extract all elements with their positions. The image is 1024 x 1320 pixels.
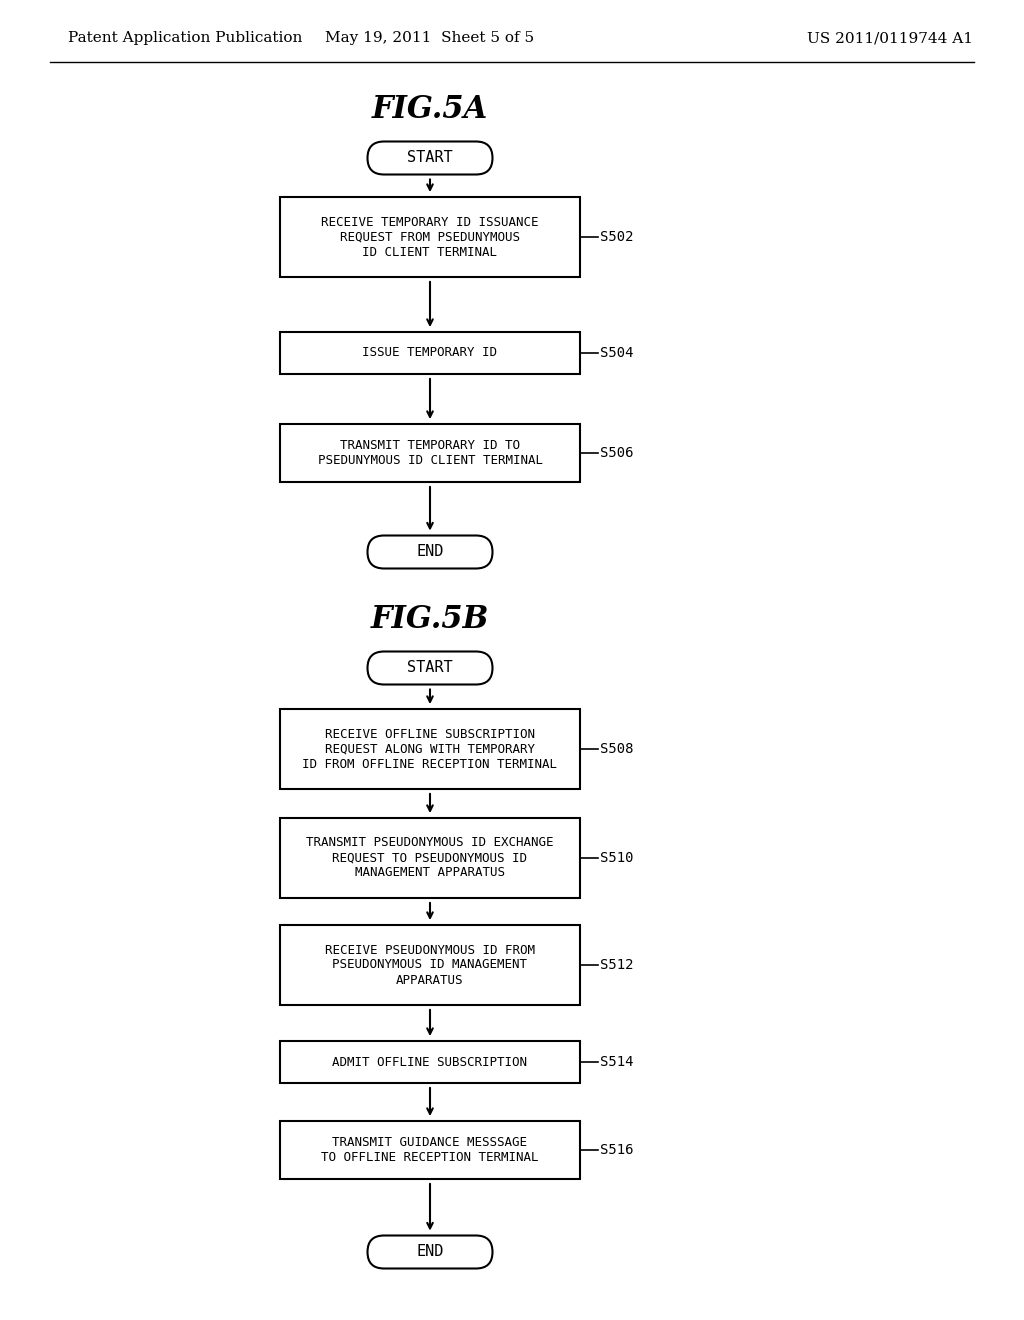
Bar — [280, 333, 580, 374]
Text: S514: S514 — [600, 1055, 634, 1069]
Text: TRANSMIT TEMPORARY ID TO
PSEDUNYMOUS ID CLIENT TERMINAL: TRANSMIT TEMPORARY ID TO PSEDUNYMOUS ID … — [317, 440, 543, 467]
FancyBboxPatch shape — [368, 536, 493, 569]
Text: RECEIVE TEMPORARY ID ISSUANCE
REQUEST FROM PSEDUNYMOUS
ID CLIENT TERMINAL: RECEIVE TEMPORARY ID ISSUANCE REQUEST FR… — [322, 215, 539, 259]
Text: US 2011/0119744 A1: US 2011/0119744 A1 — [807, 30, 973, 45]
Text: S516: S516 — [600, 1143, 634, 1158]
Bar — [280, 1041, 580, 1082]
Text: RECEIVE OFFLINE SUBSCRIPTION
REQUEST ALONG WITH TEMPORARY
ID FROM OFFLINE RECEPT: RECEIVE OFFLINE SUBSCRIPTION REQUEST ALO… — [302, 727, 557, 771]
Text: RECEIVE PSEUDONYMOUS ID FROM
PSEUDONYMOUS ID MANAGEMENT
APPARATUS: RECEIVE PSEUDONYMOUS ID FROM PSEUDONYMOU… — [325, 944, 535, 986]
Text: END: END — [417, 544, 443, 560]
Text: TRANSMIT PSEUDONYMOUS ID EXCHANGE
REQUEST TO PSEUDONYMOUS ID
MANAGEMENT APPARATU: TRANSMIT PSEUDONYMOUS ID EXCHANGE REQUES… — [306, 837, 554, 879]
Text: ISSUE TEMPORARY ID: ISSUE TEMPORARY ID — [362, 346, 498, 359]
Text: S512: S512 — [600, 958, 634, 972]
FancyBboxPatch shape — [368, 652, 493, 685]
Bar — [280, 424, 580, 482]
Text: S510: S510 — [600, 851, 634, 865]
FancyBboxPatch shape — [368, 1236, 493, 1269]
Text: S504: S504 — [600, 346, 634, 360]
Text: END: END — [417, 1245, 443, 1259]
Bar — [280, 709, 580, 789]
Text: ADMIT OFFLINE SUBSCRIPTION: ADMIT OFFLINE SUBSCRIPTION — [333, 1056, 527, 1068]
FancyBboxPatch shape — [368, 141, 493, 174]
Text: S506: S506 — [600, 446, 634, 459]
Text: TRANSMIT GUIDANCE MESSSAGE
TO OFFLINE RECEPTION TERMINAL: TRANSMIT GUIDANCE MESSSAGE TO OFFLINE RE… — [322, 1137, 539, 1164]
Text: S508: S508 — [600, 742, 634, 756]
Text: FIG.5A: FIG.5A — [372, 95, 488, 125]
Bar — [280, 1121, 580, 1179]
Bar — [280, 197, 580, 277]
Text: FIG.5B: FIG.5B — [371, 605, 489, 635]
Text: START: START — [408, 150, 453, 165]
Text: May 19, 2011  Sheet 5 of 5: May 19, 2011 Sheet 5 of 5 — [326, 30, 535, 45]
Bar — [280, 925, 580, 1005]
Bar — [280, 818, 580, 898]
Text: START: START — [408, 660, 453, 676]
Text: Patent Application Publication: Patent Application Publication — [68, 30, 302, 45]
Text: S502: S502 — [600, 230, 634, 244]
